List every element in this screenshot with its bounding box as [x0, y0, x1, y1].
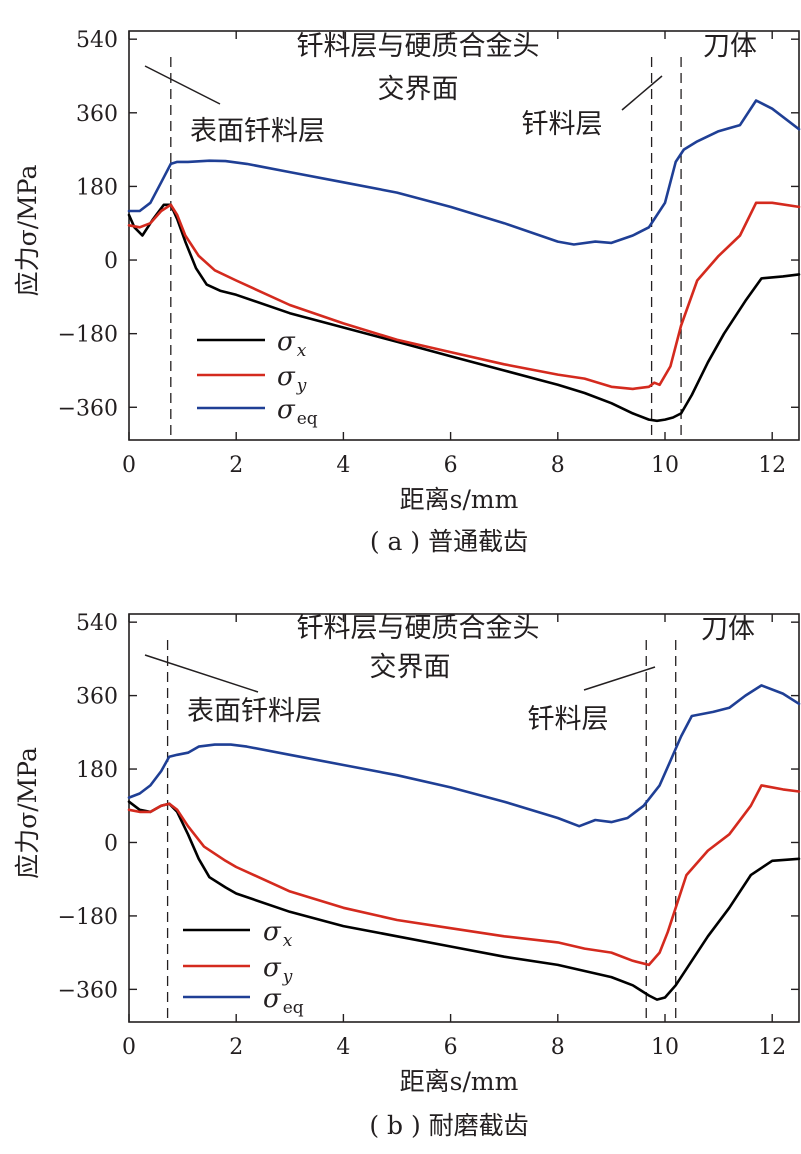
y-tick-label: −180: [58, 323, 118, 348]
x-tick-label: 0: [122, 1035, 136, 1060]
y-tick-label: 180: [76, 175, 118, 200]
x-tick-label: 6: [444, 1035, 458, 1060]
annotation-surface-braze: 表面钎料层: [190, 116, 325, 147]
legend-subscript: eq: [297, 409, 318, 429]
figure-caption: ( b ) 耐磨截齿: [369, 1111, 528, 1140]
y-tick-label: 0: [104, 249, 118, 274]
x-tick-label: 10: [651, 1035, 679, 1060]
x-tick-label: 8: [551, 1035, 565, 1060]
annotation-braze-layer: 钎料层: [528, 704, 609, 735]
x-tick-label: 2: [229, 453, 243, 478]
y-tick-label: 360: [76, 102, 118, 127]
chart-panel-a: 0 2 4 6 8 10 12 540 360 180 0 −180 −360 距离s/mm 应力σ/MPa…: [13, 28, 801, 556]
annotation-interface-leader: [144, 65, 221, 105]
plot-frame: [128, 613, 800, 1023]
y-tick-label: 180: [76, 758, 118, 783]
series-line-x: [127, 800, 801, 1001]
legend-subscript: y: [282, 967, 293, 987]
y-tick-label: 540: [76, 611, 118, 636]
legend-symbol: σ: [277, 327, 296, 357]
x-axis-label: 距离s/mm: [400, 485, 519, 514]
y-axis-label: 应力σ/MPa: [13, 165, 42, 297]
annotation-interface-line2: 交界面: [378, 74, 459, 105]
annotation-interface-leader: [144, 654, 259, 693]
legend-symbol: σ: [277, 362, 296, 392]
annotation-interface-line1: 钎料层与硬质合金头: [297, 31, 540, 62]
annotation-tool-body: 刀体: [701, 614, 755, 645]
series-line-y: [127, 201, 801, 391]
series-line-eq: [127, 99, 801, 246]
x-tick-label: 2: [229, 1035, 243, 1060]
legend-symbol: σ: [263, 917, 282, 947]
legend-symbol: σ: [263, 984, 282, 1014]
annotation-surface-braze: 表面钎料层: [187, 696, 322, 727]
series-line-eq: [127, 684, 801, 828]
x-tick-label: 4: [336, 1035, 350, 1060]
y-tick-label: −360: [58, 978, 118, 1003]
y-tick-label: −180: [58, 905, 118, 930]
series-line-y: [127, 784, 801, 967]
x-tick-label: 8: [551, 453, 565, 478]
x-tick-label: 12: [758, 453, 786, 478]
legend-label-eq: σ eq: [277, 395, 318, 429]
chart-panel-b: 0 2 4 6 8 10 12 540 360 180 0 −180 −360 距离s/mm 应力σ/MPa…: [13, 611, 801, 1140]
x-tick-label: 12: [758, 1035, 786, 1060]
y-tick-label: −360: [58, 396, 118, 421]
legend-subscript: eq: [283, 998, 304, 1018]
series-line-x: [127, 203, 801, 423]
x-axis-label: 距离s/mm: [400, 1067, 519, 1096]
x-tick-label: 6: [444, 453, 458, 478]
y-axis-label: 应力σ/MPa: [13, 747, 42, 879]
legend-subscript: x: [297, 341, 307, 361]
x-tick-label: 10: [651, 453, 679, 478]
plot-frame: [128, 30, 800, 441]
annotation-interface-line1: 钎料层与硬质合金头: [297, 613, 540, 644]
x-tick-label: 0: [122, 453, 136, 478]
legend-label-eq: σ eq: [263, 984, 304, 1018]
y-tick-label: 540: [76, 28, 118, 53]
y-tick-label: 360: [76, 685, 118, 710]
legend-subscript: y: [296, 376, 307, 396]
figure-caption: ( a ) 普通截齿: [370, 527, 528, 556]
x-tick-label: 4: [336, 453, 350, 478]
legend-subscript: x: [283, 931, 293, 951]
annotation-braze-layer: 钎料层: [522, 109, 603, 140]
legend-symbol: σ: [263, 953, 282, 983]
y-tick-label: 0: [104, 831, 118, 856]
annotation-tool-body: 刀体: [703, 31, 757, 62]
annotation-braze-leader: [583, 666, 656, 691]
annotation-braze-leader: [621, 75, 663, 111]
legend-symbol: σ: [277, 395, 296, 425]
annotation-interface-line2: 交界面: [370, 652, 451, 683]
